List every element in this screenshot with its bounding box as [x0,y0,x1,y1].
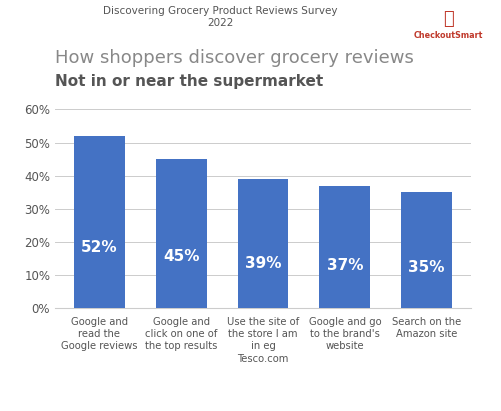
Text: CheckoutSmart: CheckoutSmart [414,31,483,40]
Text: 2022: 2022 [207,18,233,28]
Bar [237,179,289,308]
Bar [156,159,206,308]
Bar [401,192,452,308]
Text: 35%: 35% [408,260,445,275]
Text: 37%: 37% [327,258,363,273]
Bar [74,136,125,308]
Text: Discovering Grocery Product Reviews Survey: Discovering Grocery Product Reviews Surv… [103,6,338,16]
Text: 52%: 52% [81,240,118,255]
Text: Not in or near the supermarket: Not in or near the supermarket [55,74,323,89]
Text: 39%: 39% [245,256,281,270]
Bar [320,186,370,308]
Text: How shoppers discover grocery reviews: How shoppers discover grocery reviews [55,49,414,67]
Text: 45%: 45% [163,249,199,263]
Text: 🛒: 🛒 [443,10,454,28]
